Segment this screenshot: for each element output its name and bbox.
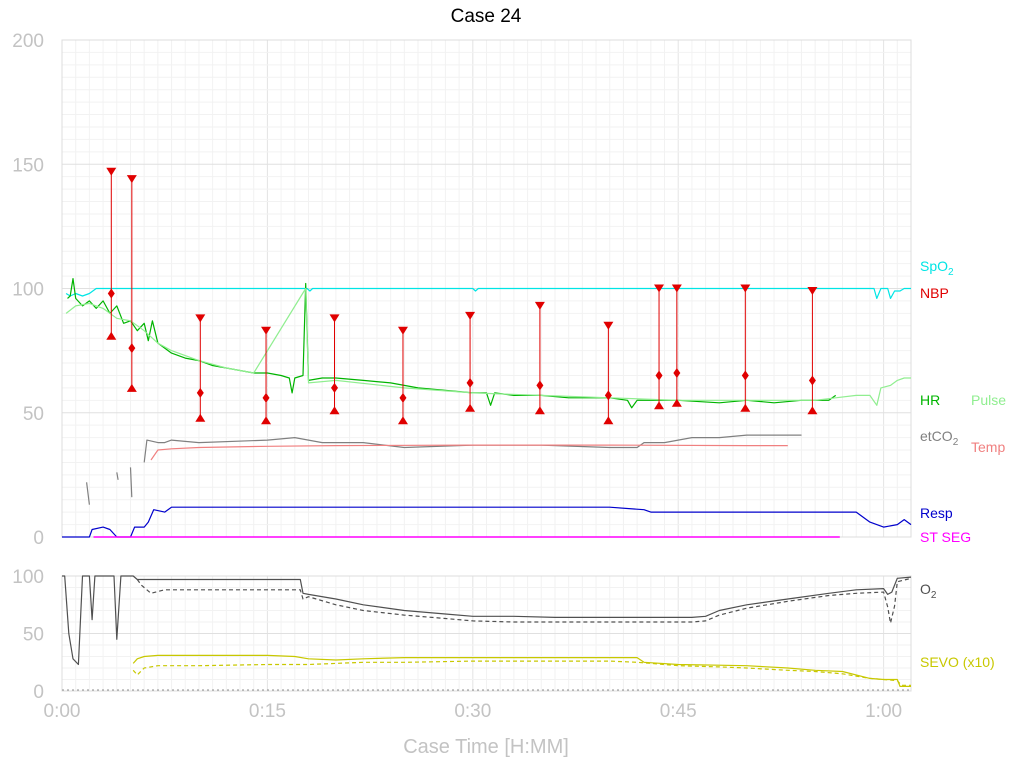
nbp-mean-marker bbox=[196, 387, 204, 398]
nbp-diastolic-marker bbox=[807, 406, 818, 415]
nbp-diastolic-marker bbox=[329, 406, 340, 415]
x-tick-label: 1:00 bbox=[865, 701, 902, 722]
nbp-systolic-marker bbox=[261, 326, 272, 335]
x-axis-label: Case Time [H:MM] bbox=[403, 736, 569, 758]
nbp-systolic-marker bbox=[106, 167, 117, 176]
nbp-mean-marker bbox=[604, 390, 612, 401]
legend-etco2-main: etCO bbox=[920, 428, 953, 444]
nbp-systolic-marker bbox=[195, 314, 206, 323]
nbp-mean-marker bbox=[128, 343, 136, 354]
legend-nbp: NBP bbox=[920, 285, 949, 301]
x-tick-label: 0:30 bbox=[454, 701, 491, 722]
nbp-mean-marker bbox=[107, 288, 115, 299]
legend-temp: Temp bbox=[971, 439, 1005, 455]
nbp-diastolic-marker bbox=[654, 401, 665, 410]
nbp-diastolic-marker bbox=[195, 413, 206, 422]
series-o2-dashed--line bbox=[136, 577, 912, 624]
y-tick-label: 100 bbox=[12, 280, 44, 301]
y-tick-label: 150 bbox=[12, 155, 44, 176]
legend-etco2: etCO2 bbox=[920, 428, 959, 448]
legend-o2: O2 bbox=[920, 581, 937, 601]
nbp-mean-marker bbox=[331, 382, 339, 393]
nbp-diastolic-marker bbox=[261, 416, 272, 425]
y-tick-label: 50 bbox=[23, 625, 44, 646]
nbp-systolic-marker bbox=[603, 321, 614, 330]
legend-stseg: ST SEG bbox=[920, 529, 971, 545]
series-o2-line bbox=[62, 575, 912, 666]
legend-etco2-sub: 2 bbox=[953, 437, 959, 448]
gases-panel-frame bbox=[61, 575, 912, 692]
nbp-systolic-marker bbox=[654, 284, 665, 293]
nbp-mean-marker bbox=[536, 380, 544, 391]
series-temp-line bbox=[150, 444, 788, 461]
legend-spo2: SpO2 bbox=[920, 258, 954, 278]
legend-spo2-sub: 2 bbox=[948, 267, 954, 278]
series-pulse-line bbox=[65, 287, 911, 406]
legend-hr: HR bbox=[920, 392, 940, 408]
gases-grid bbox=[61, 575, 912, 692]
nbp-mean-marker bbox=[262, 392, 270, 403]
series-sevo-dashed--line bbox=[132, 660, 911, 686]
nbp-diastolic-marker bbox=[671, 398, 682, 407]
vitals-y-ticks: 0 50 100 150 200 bbox=[12, 31, 44, 549]
chart-title: Case 24 bbox=[451, 6, 522, 27]
x-ticks: 0:00 0:15 0:30 0:45 1:00 bbox=[44, 701, 903, 722]
x-tick-label: 0:15 bbox=[249, 701, 286, 722]
nbp-mean-marker bbox=[466, 377, 474, 388]
y-tick-label: 0 bbox=[33, 528, 44, 549]
series-hr-line bbox=[67, 278, 837, 409]
gases-series bbox=[62, 575, 912, 691]
nbp-systolic-marker bbox=[126, 175, 137, 184]
legend-o2-sub: 2 bbox=[931, 590, 937, 601]
y-tick-label: 200 bbox=[12, 31, 44, 52]
nbp-systolic-marker bbox=[534, 301, 545, 310]
legend-o2-main: O bbox=[920, 581, 931, 597]
y-tick-label: 50 bbox=[23, 404, 44, 425]
series-etco2-line bbox=[86, 434, 802, 505]
nbp-systolic-marker bbox=[807, 286, 818, 295]
nbp-mean-marker bbox=[673, 367, 681, 378]
nbp-systolic-marker bbox=[465, 311, 476, 320]
gases-y-ticks: 0 50 100 bbox=[12, 567, 44, 703]
nbp-diastolic-marker bbox=[106, 331, 117, 340]
nbp-mean-marker bbox=[655, 370, 663, 381]
nbp-mean-marker bbox=[399, 392, 407, 403]
legend: SpO2 NBP HR Pulse etCO2 Temp Resp ST SEG… bbox=[920, 258, 1006, 670]
nbp-diastolic-marker bbox=[397, 416, 408, 425]
series-resp-line bbox=[62, 506, 912, 538]
nbp-diastolic-marker bbox=[603, 416, 614, 425]
nbp-readings bbox=[106, 167, 818, 425]
y-tick-label: 0 bbox=[33, 682, 44, 703]
series-spo2-line bbox=[65, 287, 911, 299]
nbp-systolic-marker bbox=[397, 326, 408, 335]
nbp-diastolic-marker bbox=[126, 383, 137, 392]
vitals-series bbox=[62, 278, 912, 538]
nbp-mean-marker bbox=[808, 375, 816, 386]
nbp-systolic-marker bbox=[671, 284, 682, 293]
x-tick-label: 0:45 bbox=[660, 701, 697, 722]
nbp-systolic-marker bbox=[740, 284, 751, 293]
legend-resp: Resp bbox=[920, 505, 953, 521]
nbp-diastolic-marker bbox=[740, 403, 751, 412]
legend-sevo: SEVO (x10) bbox=[920, 654, 995, 670]
nbp-diastolic-marker bbox=[534, 406, 545, 415]
y-tick-label: 100 bbox=[12, 567, 44, 588]
x-tick-label: 0:00 bbox=[44, 701, 81, 722]
nbp-mean-marker bbox=[741, 370, 749, 381]
legend-spo2-main: SpO bbox=[920, 258, 948, 274]
nbp-diastolic-marker bbox=[465, 403, 476, 412]
legend-pulse: Pulse bbox=[971, 392, 1006, 408]
nbp-systolic-marker bbox=[329, 314, 340, 323]
